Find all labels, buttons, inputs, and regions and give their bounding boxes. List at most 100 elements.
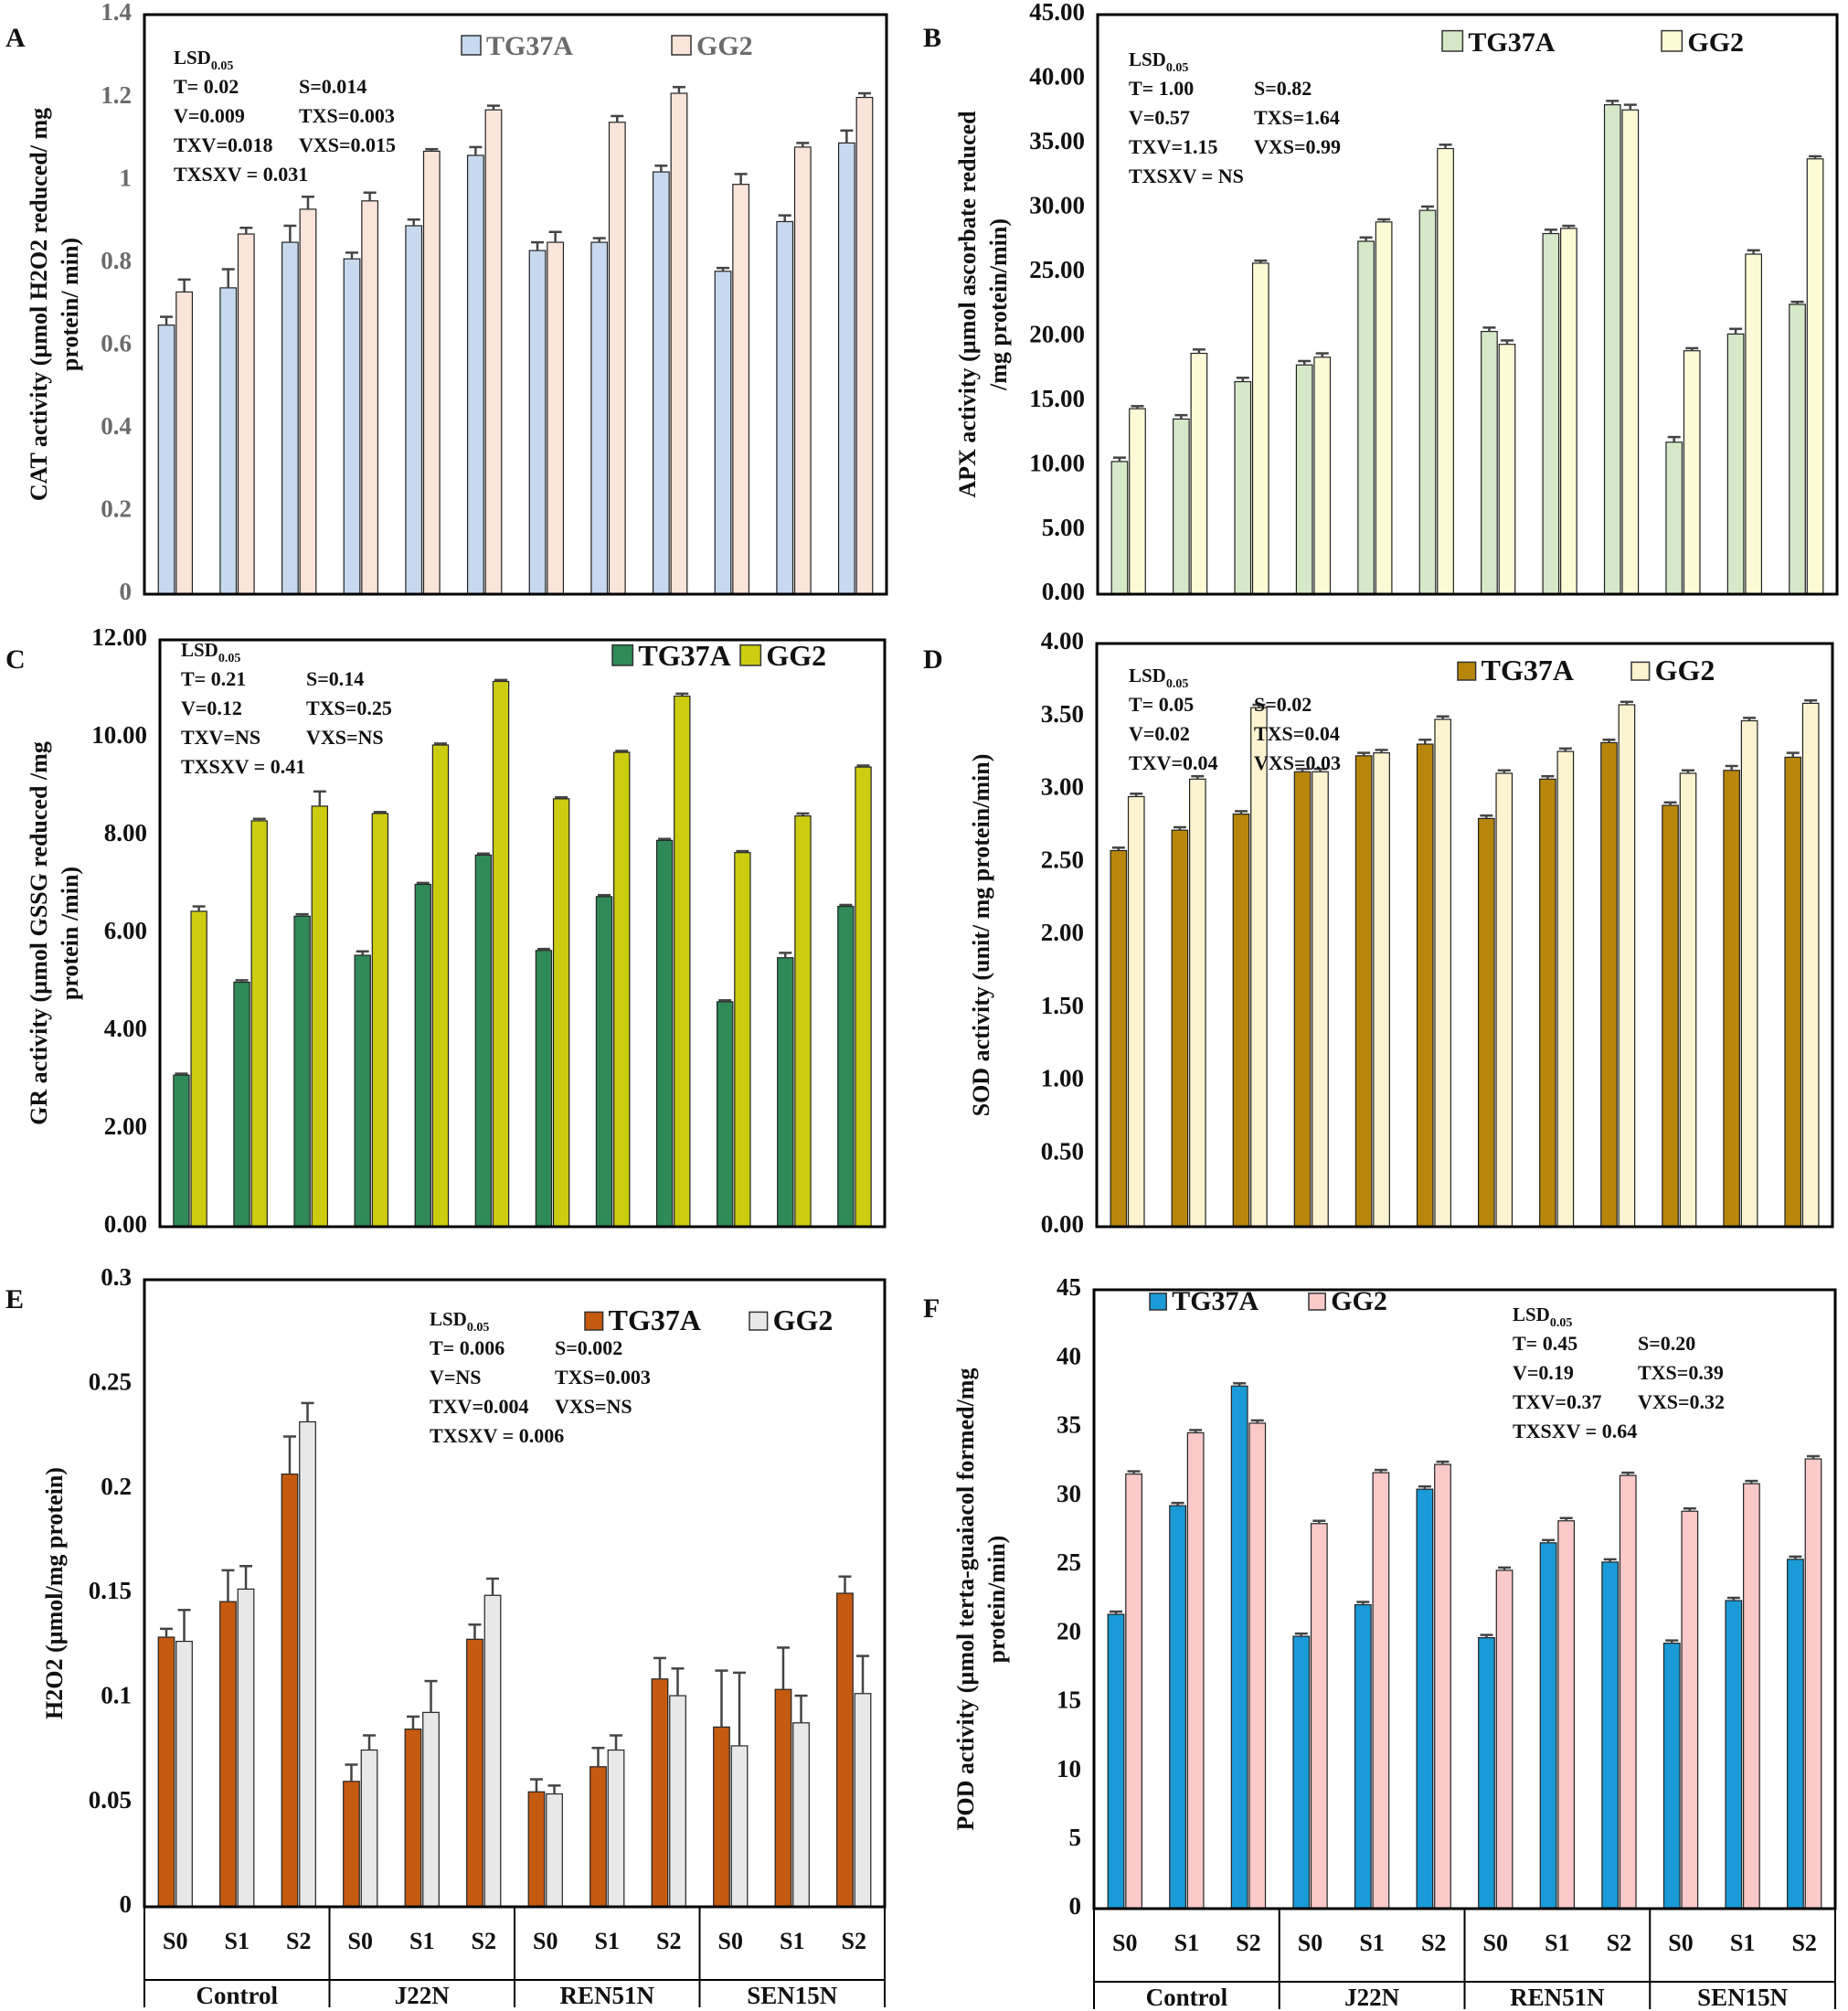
bar-gg2-9 bbox=[1618, 704, 1636, 1228]
legend-label-gg2: GG2 bbox=[696, 31, 753, 61]
x-sub-label: S2 bbox=[1791, 1930, 1816, 1956]
y-tick-label: 35 bbox=[1057, 1411, 1081, 1439]
y-tick-label: 45 bbox=[1057, 1273, 1081, 1301]
bar-tg37a-5 bbox=[404, 1729, 422, 1908]
y-tick-label: 15 bbox=[1057, 1686, 1081, 1714]
bar-gg2-3 bbox=[1248, 1422, 1267, 1910]
plot-frame bbox=[1092, 1288, 1837, 1910]
bar-tg37a-9 bbox=[1601, 1561, 1620, 1910]
lsd-value: TXS=0.003 bbox=[555, 1366, 651, 1389]
bar-gg2-8 bbox=[608, 122, 626, 595]
y-tick-label: 10.00 bbox=[1029, 449, 1085, 476]
bar-gg2-5 bbox=[1373, 752, 1390, 1228]
panel-letter: B bbox=[923, 23, 941, 53]
bar-tg37a-9 bbox=[1603, 104, 1621, 595]
y-tick-label: 1.50 bbox=[1041, 992, 1084, 1019]
lsd-value: V=0.19 bbox=[1513, 1361, 1574, 1384]
y-tick-label: 10.00 bbox=[91, 721, 147, 749]
bar-tg37a-3 bbox=[281, 241, 299, 595]
bar-gg2-6 bbox=[492, 680, 510, 1228]
x-sub-label: S0 bbox=[718, 1928, 743, 1954]
bar-gg2-9 bbox=[1621, 109, 1640, 595]
y-tick-label: 0 bbox=[1069, 1892, 1082, 1920]
y-tick-label: 3.50 bbox=[1041, 700, 1084, 728]
y-tick-label: 1.00 bbox=[1041, 1065, 1084, 1092]
y-tick-label: 0.15 bbox=[89, 1577, 132, 1604]
bar-gg2-1 bbox=[1127, 795, 1145, 1228]
bar-tg37a-1 bbox=[1107, 1613, 1125, 1910]
y-tick-label: 0.6 bbox=[101, 329, 132, 356]
lsd-value: V=0.12 bbox=[181, 697, 242, 719]
y-tick-label: 0.1 bbox=[101, 1682, 132, 1709]
panel-letter: C bbox=[5, 644, 26, 675]
bar-tg37a-9 bbox=[652, 171, 670, 595]
bar-tg37a-5 bbox=[1357, 240, 1375, 595]
bar-gg2-7 bbox=[1495, 1569, 1513, 1910]
bar-gg2-3 bbox=[299, 208, 317, 595]
lsd-heading: LSD0.05 bbox=[1129, 48, 1188, 75]
bar-tg37a-11 bbox=[1726, 333, 1745, 595]
bar-tg37a-5 bbox=[405, 225, 423, 595]
bar-gg2-3 bbox=[311, 805, 328, 1228]
bar-gg2-6 bbox=[1437, 147, 1454, 595]
legend-swatch-tg37a bbox=[1457, 661, 1477, 681]
x-sub-label: S1 bbox=[1545, 1930, 1569, 1956]
bar-tg37a-12 bbox=[836, 1592, 854, 1908]
lsd-heading: LSD0.05 bbox=[181, 639, 240, 665]
bar-tg37a-7 bbox=[535, 950, 553, 1228]
x-sub-label: S0 bbox=[163, 1928, 187, 1954]
lsd-heading: LSD0.05 bbox=[430, 1308, 489, 1335]
bar-tg37a-3 bbox=[281, 1474, 299, 1908]
y-tick-label: 0.00 bbox=[1041, 1210, 1084, 1238]
lsd-value: T= 0.05 bbox=[1129, 693, 1194, 716]
y-tick-label: 0.50 bbox=[1041, 1137, 1084, 1165]
legend-swatch-tg37a bbox=[584, 1311, 604, 1331]
bar-tg37a-10 bbox=[713, 1726, 730, 1908]
bar-tg37a-2 bbox=[1169, 1505, 1186, 1910]
bar-tg37a-2 bbox=[233, 981, 250, 1228]
y-tick-label: 0 bbox=[120, 1890, 133, 1918]
bar-tg37a-1 bbox=[1110, 849, 1128, 1228]
bar-gg2-3 bbox=[1250, 707, 1268, 1228]
bar-tg37a-9 bbox=[655, 839, 674, 1228]
bar-gg2-4 bbox=[1312, 771, 1329, 1228]
panel-f: F 0 5 10 15 20 25 30 35 40 45 POD activity (µmol te… bbox=[923, 1273, 1837, 1920]
bar-tg37a-5 bbox=[414, 883, 431, 1228]
x-sub-label: S0 bbox=[1668, 1930, 1693, 1956]
x-sub-label: S2 bbox=[842, 1928, 866, 1954]
y-tick-label: 20.00 bbox=[1029, 320, 1085, 347]
bar-gg2-5 bbox=[1372, 1472, 1390, 1910]
lsd-heading-text: LSD bbox=[174, 47, 211, 69]
bar-tg37a-8 bbox=[589, 1766, 607, 1908]
bar-gg2-2 bbox=[250, 820, 268, 1228]
lsd-value: TXS=1.64 bbox=[1254, 106, 1340, 129]
plot-frame bbox=[143, 13, 888, 596]
bar-tg37a-1 bbox=[1110, 461, 1129, 595]
bar-tg37a-1 bbox=[157, 1636, 175, 1908]
bar-tg37a-11 bbox=[1725, 1600, 1743, 1910]
x-sub-label: S1 bbox=[780, 1928, 804, 1954]
lsd-value: TXSXV = 0.031 bbox=[174, 163, 308, 186]
lsd-heading-text: LSD bbox=[1129, 48, 1166, 70]
bar-tg37a-7 bbox=[1477, 817, 1495, 1228]
bar-gg2-7 bbox=[546, 1793, 563, 1908]
bar-gg2-11 bbox=[792, 1722, 810, 1908]
y-tick-label: 0.05 bbox=[89, 1786, 132, 1814]
y-axis-label: H2O2 (µmol/mg protein) bbox=[41, 1467, 68, 1719]
bar-tg37a-11 bbox=[774, 1688, 792, 1908]
lsd-value: S=0.82 bbox=[1254, 77, 1312, 100]
y-tick-label: 45.00 bbox=[1029, 0, 1085, 26]
legend-label-tg37a: TG37A bbox=[638, 639, 730, 672]
bar-tg37a-8 bbox=[1539, 1542, 1557, 1910]
bar-tg37a-12 bbox=[1787, 1559, 1804, 1910]
bar-gg2-6 bbox=[1434, 1463, 1451, 1910]
lsd-subscript: 0.05 bbox=[218, 652, 241, 665]
lsd-heading-text: LSD bbox=[181, 639, 218, 661]
y-tick-label: 0.25 bbox=[89, 1368, 132, 1396]
y-tick-label: 8.00 bbox=[104, 819, 147, 846]
lsd-value: V=0.57 bbox=[1129, 106, 1190, 129]
x-group-label: J22N bbox=[395, 1982, 451, 2009]
x-group-label: REN51N bbox=[1510, 1984, 1605, 2011]
bar-gg2-4 bbox=[361, 200, 379, 595]
